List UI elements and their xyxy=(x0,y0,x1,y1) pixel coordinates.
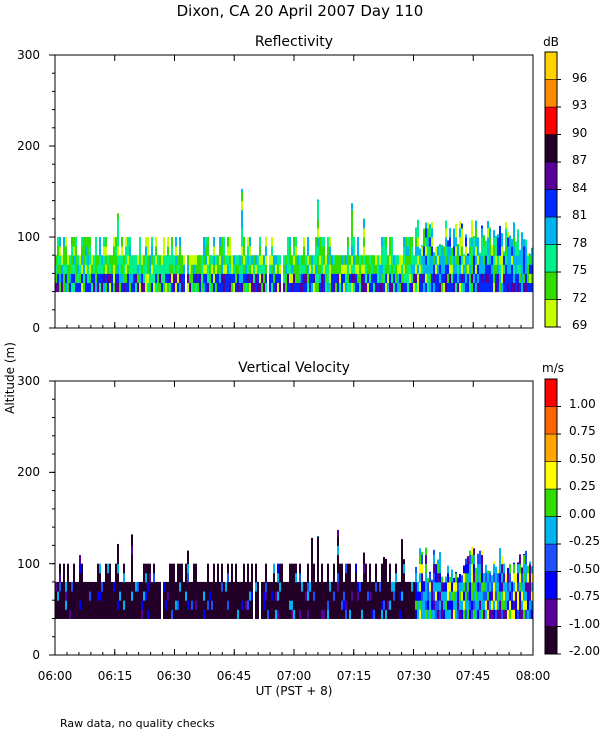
reflectivity-cb-tick-0: 69 xyxy=(572,318,587,332)
velocity-cb-tick-2: -0.75 xyxy=(569,589,600,603)
reflectivity-cb-tick-8: 93 xyxy=(572,98,587,112)
reflectivity-cb-tick-7: 90 xyxy=(572,126,587,140)
xtick-0600: 06:00 xyxy=(38,669,73,683)
velocity-cb-tick-1: -1.00 xyxy=(569,617,600,631)
xtick-0800: 08:00 xyxy=(516,669,551,683)
reflectivity-cb-tick-1: 72 xyxy=(572,291,587,305)
velocity-cb-tick-4: -0.25 xyxy=(569,534,600,548)
velocity-cb-tick-8: 0.75 xyxy=(569,424,596,438)
reflectivity-cb-tick-3: 78 xyxy=(572,236,587,250)
x-axis-label: UT (PST + 8) xyxy=(256,684,333,698)
footnote: Raw data, no quality checks xyxy=(60,717,215,730)
reflectivity-colorbar-unit: dB xyxy=(543,35,559,49)
velocity-cb-tick-5: 0.00 xyxy=(569,507,596,521)
reflectivity-cb-tick-5: 84 xyxy=(572,181,587,195)
velocity-ytick-0: 0 xyxy=(32,648,40,662)
reflectivity-ytick-100: 100 xyxy=(17,230,40,244)
velocity-cb-tick-7: 0.50 xyxy=(569,452,596,466)
reflectivity-colorbar xyxy=(544,51,561,328)
reflectivity-title: Reflectivity xyxy=(255,34,333,50)
velocity-title: Vertical Velocity xyxy=(238,360,350,376)
reflectivity-axis-ticks xyxy=(49,54,534,329)
velocity-cb-tick-6: 0.25 xyxy=(569,479,596,493)
xtick-0745: 07:45 xyxy=(456,669,491,683)
reflectivity-cb-tick-2: 75 xyxy=(572,263,587,277)
velocity-cb-tick-3: -0.50 xyxy=(569,562,600,576)
reflectivity-panel: Reflectivity 0 100 200 300 dB 69 72 75 7… xyxy=(17,34,587,335)
xtick-0630: 06:30 xyxy=(157,669,192,683)
reflectivity-ytick-200: 200 xyxy=(17,139,40,153)
velocity-axis-ticks xyxy=(49,380,534,656)
velocity-panel: Vertical Velocity 0 100 200 300 m/s -2.0… xyxy=(17,360,600,662)
velocity-ytick-200: 200 xyxy=(17,465,40,479)
reflectivity-ytick-300: 300 xyxy=(17,48,40,62)
reflectivity-cb-tick-6: 87 xyxy=(572,153,587,167)
velocity-cb-tick-0: -2.00 xyxy=(569,644,600,658)
figure-title: Dixon, CA 20 April 2007 Day 110 xyxy=(177,2,424,20)
reflectivity-cb-tick-9: 96 xyxy=(572,71,587,85)
velocity-colorbar-unit: m/s xyxy=(542,361,564,375)
reflectivity-cb-tick-4: 81 xyxy=(572,208,587,222)
xtick-0645: 06:45 xyxy=(217,669,252,683)
velocity-ytick-100: 100 xyxy=(17,557,40,571)
y-axis-label: Altitude (m) xyxy=(3,342,17,414)
xtick-0715: 07:15 xyxy=(337,669,372,683)
velocity-cb-tick-9: 1.00 xyxy=(569,397,596,411)
reflectivity-ytick-0: 0 xyxy=(32,321,40,335)
xtick-0730: 07:30 xyxy=(397,669,432,683)
xtick-0615: 06:15 xyxy=(98,669,133,683)
velocity-colorbar xyxy=(544,378,561,655)
velocity-ytick-300: 300 xyxy=(17,374,40,388)
xtick-0700: 07:00 xyxy=(277,669,312,683)
velocity-heatmap xyxy=(55,529,533,619)
reflectivity-heatmap xyxy=(55,188,533,293)
